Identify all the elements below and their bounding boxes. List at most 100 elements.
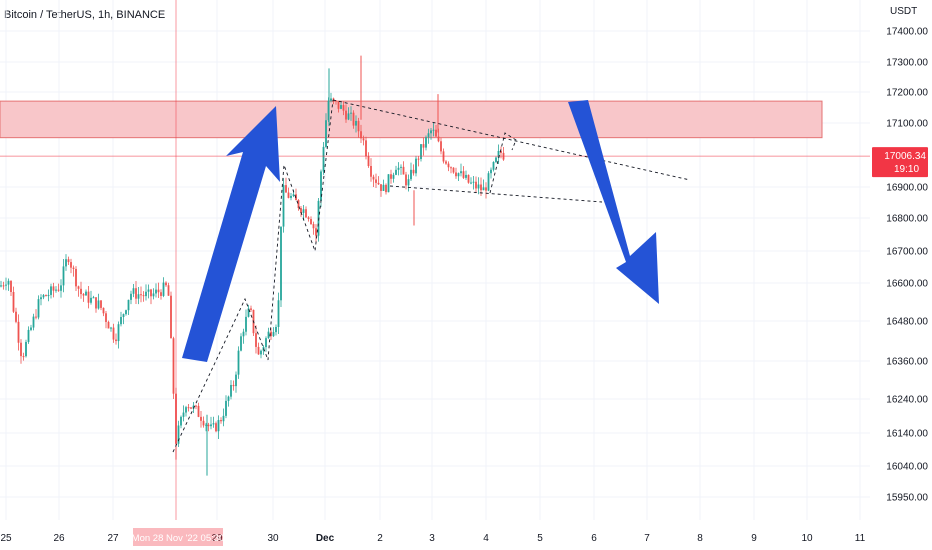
candle-body [412, 169, 415, 174]
candle-body [455, 172, 457, 177]
candle-body [297, 200, 300, 209]
y-tick-label: 16900.00 [886, 183, 928, 194]
candle-body [22, 356, 25, 358]
candle-body [25, 341, 27, 357]
candle-body [302, 209, 305, 213]
candle-body [10, 280, 12, 292]
candle-body [427, 133, 430, 138]
x-tick-label: 8 [697, 533, 703, 544]
last-price-label: 17006.34 [884, 151, 926, 162]
candle-body [402, 166, 405, 175]
candle-body [330, 98, 332, 101]
candle-body [280, 226, 282, 301]
x-tick-label: 10 [801, 533, 813, 544]
candle-body [482, 187, 485, 191]
candle-body [472, 181, 475, 183]
x-tick-label: 5 [537, 533, 543, 544]
candle-body [82, 294, 85, 296]
candle-body [137, 294, 140, 299]
candle-body [395, 169, 397, 175]
candle-body [35, 316, 37, 318]
last-price-tag [872, 147, 928, 178]
candle-body [85, 291, 87, 296]
candle-body [220, 420, 222, 422]
candle-body [355, 120, 357, 126]
candle-body [90, 297, 92, 303]
candle-body [445, 161, 447, 164]
candle-body [415, 158, 417, 174]
candle-body [212, 423, 215, 425]
candle-body [360, 131, 362, 139]
candle-body [65, 259, 67, 267]
candle-body [75, 268, 77, 287]
candle-body [450, 167, 452, 169]
x-tick-label: 9 [751, 533, 757, 544]
candle-body [420, 144, 422, 159]
candle-body [167, 285, 170, 296]
candle-body [292, 194, 295, 196]
candle-body [50, 286, 52, 295]
candle-body [382, 184, 385, 191]
candle-body [207, 424, 210, 427]
candle-body [202, 420, 205, 426]
candle-body [72, 267, 75, 269]
candle-body [172, 338, 175, 394]
candle-body [135, 288, 137, 299]
candle-body [340, 105, 342, 109]
candle-body [497, 150, 500, 158]
candle-body [115, 339, 117, 342]
candle-body [30, 327, 32, 330]
candle-body [250, 308, 252, 310]
candle-body [470, 182, 472, 184]
x-tick-label: 26 [53, 533, 65, 544]
y-tick-label: 16800.00 [886, 214, 928, 225]
candle-body [452, 167, 455, 173]
candle-body [247, 308, 250, 317]
candle-body [305, 209, 307, 218]
candle-body [287, 192, 290, 198]
candle-body [147, 289, 150, 292]
candle-body [205, 424, 207, 426]
candle-body [187, 407, 190, 409]
candle-body [210, 424, 212, 427]
candle-body [32, 316, 35, 328]
candle-body [152, 293, 155, 297]
candle-body [310, 219, 312, 225]
candle-body [92, 297, 95, 299]
candle-body [335, 100, 337, 102]
candle-body [222, 415, 225, 422]
candle-body [260, 350, 262, 355]
candle-body [95, 297, 97, 309]
candle-body [112, 327, 115, 340]
candle-body [245, 316, 247, 332]
candle-body [365, 140, 367, 157]
candle-body [457, 173, 460, 177]
candle-body [12, 291, 15, 312]
candle-body [432, 129, 435, 131]
candle-body [217, 420, 220, 432]
candle-body [332, 98, 335, 101]
candle-body [375, 179, 377, 183]
candle-body [110, 327, 112, 329]
up-arrow [182, 106, 280, 362]
candle-body [285, 185, 287, 193]
resistance-zone-layer [0, 100, 823, 139]
crosshair-date-tag [133, 528, 223, 546]
candle-body [440, 141, 442, 152]
candle-body [417, 158, 420, 160]
candle-body [2, 285, 5, 287]
candle-body [17, 321, 20, 343]
candle-body [100, 300, 102, 308]
candle-body [55, 289, 57, 291]
candle-body [400, 166, 402, 168]
candle-body [485, 187, 487, 191]
candle-body [180, 416, 182, 426]
candle-body [157, 289, 160, 293]
candle-body [465, 174, 467, 178]
candle-body [377, 182, 380, 185]
candle-body [122, 314, 125, 318]
dashed-path-recent [489, 132, 517, 194]
candle-body [387, 174, 390, 193]
candle-body [117, 324, 120, 342]
